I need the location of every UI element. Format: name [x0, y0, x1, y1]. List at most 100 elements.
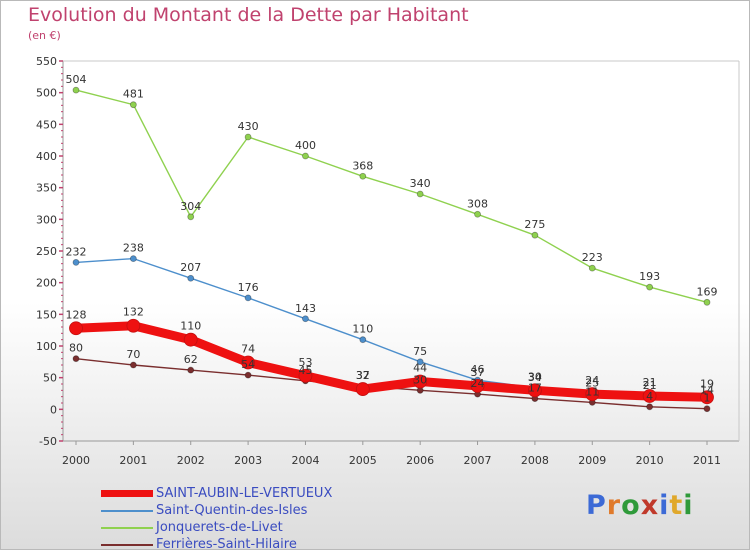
chart-title: Evolution du Montant de la Dette par Hab… [28, 4, 469, 26]
logo-letter: o [621, 490, 641, 521]
data-label: 75 [413, 345, 427, 358]
data-point [244, 294, 252, 302]
data-label: 232 [66, 245, 87, 258]
data-label: 17 [528, 382, 542, 395]
data-label: 504 [66, 73, 87, 86]
logo-letter: t [669, 490, 684, 521]
data-label: 80 [69, 342, 83, 355]
x-tick-label: 2004 [291, 454, 319, 467]
data-label: 45 [298, 364, 312, 377]
data-label: 24 [585, 374, 599, 387]
axes: -50 0 50 100 150 200 250 300 350 400 450 500 550 2000… [36, 55, 740, 467]
data-point [413, 374, 428, 389]
data-point [129, 101, 137, 109]
data-point [588, 264, 596, 272]
y-tick-label: 200 [36, 277, 57, 290]
data-label: 46 [471, 363, 485, 376]
data-point [416, 358, 424, 366]
data-point [72, 355, 80, 363]
data-point [302, 152, 309, 160]
legend-label: Ferrières-Saint-Hilaire [156, 537, 297, 550]
legend-swatch [101, 527, 153, 529]
data-label: 21 [643, 376, 657, 389]
x-tick-label: 2011 [693, 454, 721, 467]
data-label: 25 [585, 377, 599, 390]
data-label: 193 [639, 270, 660, 283]
data-point [187, 366, 195, 374]
y-tick-label: -50 [39, 435, 57, 448]
proxiti-logo[interactable]: Proxiti [586, 490, 694, 521]
data-label: 4 [646, 390, 653, 403]
data-label: 238 [123, 242, 144, 255]
data-label: 34 [528, 371, 542, 384]
y-tick-label: 50 [43, 372, 57, 385]
data-label: 1 [704, 392, 711, 405]
data-point [703, 298, 711, 306]
x-tick-label: 2001 [119, 454, 147, 467]
logo-letter: r [606, 490, 622, 521]
x-tick-label: 2006 [406, 454, 434, 467]
data-label: 207 [180, 261, 201, 274]
data-label: 308 [467, 197, 488, 210]
y-tick-label: 500 [36, 87, 57, 100]
data-label: 24 [471, 377, 485, 390]
data-label: 275 [524, 218, 545, 231]
data-point [69, 321, 83, 336]
x-tick-label: 2002 [177, 454, 205, 467]
data-label: 128 [66, 308, 87, 321]
data-point [646, 283, 654, 291]
legend-swatch [101, 544, 153, 546]
data-point [244, 133, 252, 141]
x-tick-label: 2007 [464, 454, 492, 467]
data-point [416, 190, 424, 198]
data-label: 37 [471, 366, 485, 379]
data-point [703, 405, 711, 413]
data-label: 176 [238, 281, 259, 294]
y-tick-label: 550 [36, 55, 57, 68]
data-point [359, 172, 367, 180]
data-point [359, 336, 367, 344]
data-label: 44 [413, 361, 427, 374]
data-label: 132 [123, 306, 144, 319]
data-point [474, 210, 481, 218]
logo-letter: i [683, 490, 694, 521]
y-tick-label: 250 [36, 245, 57, 258]
legend-label: SAINT-AUBIN-LE-VERTUEUX [156, 486, 333, 501]
data-label: 110 [180, 320, 201, 333]
x-tick-label: 2003 [234, 454, 262, 467]
data-point [646, 403, 654, 411]
data-label: 169 [697, 285, 718, 298]
y-tick-label: 450 [36, 118, 57, 131]
data-point [298, 368, 313, 383]
data-point [700, 390, 714, 405]
legend-swatch [101, 510, 153, 512]
data-label: 11 [585, 385, 599, 398]
logo-letter: x [640, 490, 660, 521]
data-point [129, 255, 137, 263]
data-label: 70 [126, 348, 140, 361]
data-label: 53 [298, 356, 312, 369]
series-line-1 [75, 257, 708, 402]
y-tick-label: 150 [36, 308, 57, 321]
data-label: 340 [410, 177, 431, 190]
data-label: 37 [356, 369, 370, 382]
data-label: 430 [238, 120, 259, 133]
data-label: 19 [700, 377, 714, 390]
y-tick-label: 300 [36, 213, 57, 226]
legend-label: Saint-Quentin-des-Isles [156, 503, 308, 518]
y-tick-label: 0 [50, 403, 57, 416]
data-label: 481 [123, 88, 144, 101]
series-line-2 [75, 89, 708, 303]
data-point [187, 274, 195, 282]
series-lines [71, 89, 712, 410]
data-label: 32 [356, 369, 370, 382]
data-label: 143 [295, 302, 316, 315]
x-tick-label: 2009 [578, 454, 606, 467]
x-tick-label: 2000 [62, 454, 90, 467]
data-point [642, 389, 657, 403]
data-label: 21 [643, 379, 657, 392]
y-tick-label: 100 [36, 340, 57, 353]
y-tick-label: 350 [36, 182, 57, 195]
data-label: 30 [413, 373, 427, 386]
